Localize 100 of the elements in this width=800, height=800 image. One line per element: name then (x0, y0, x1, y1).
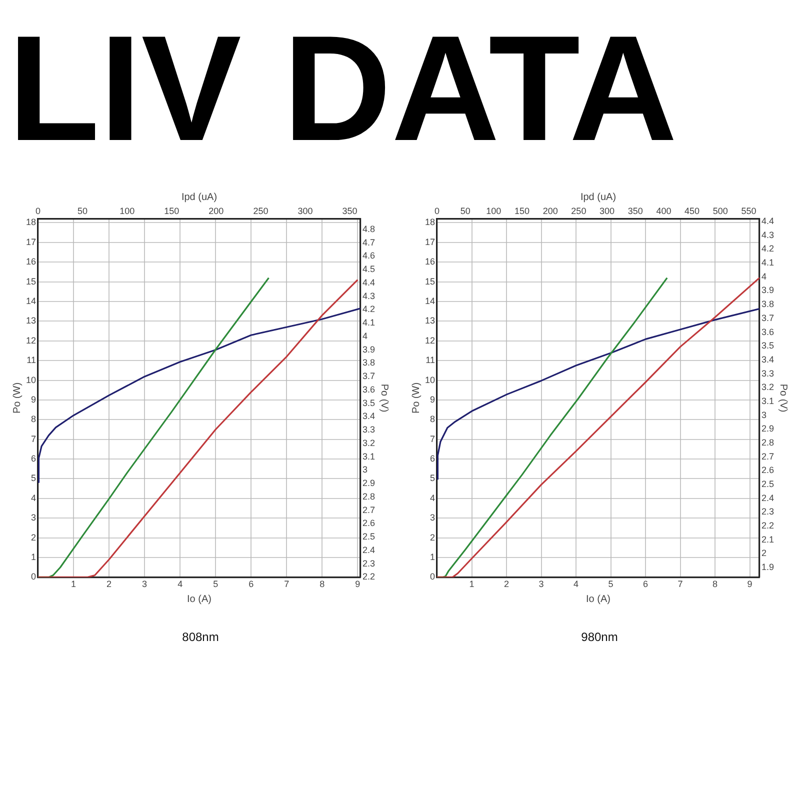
y2-tick-label: 4.1 (362, 318, 376, 328)
y-tick-label: 15 (26, 276, 36, 286)
y2-tick-label: 1.9 (761, 562, 774, 572)
y2-tick-label: 2.5 (761, 478, 774, 489)
y-tick-label: 16 (424, 256, 436, 267)
x-axis-title: Io (A) (187, 594, 212, 605)
y2-tick-label: 3.1 (761, 396, 774, 406)
x-tick-label: 1 (71, 579, 76, 590)
x-tick-label: 2 (504, 579, 510, 590)
y2-tick-label: 4.7 (362, 237, 376, 248)
y-tick-label: 14 (26, 296, 36, 306)
y2-tick-label: 3 (362, 464, 368, 475)
y-tick-label: 7 (430, 434, 436, 444)
x-tick-label: 5 (213, 579, 218, 590)
y-tick-label: 2 (30, 532, 36, 542)
x-tick-label: 4 (574, 579, 579, 590)
y2-tick-label: 2 (761, 548, 767, 558)
y2-tick-label: 3.3 (362, 424, 376, 435)
y2-tick-label: 3 (761, 410, 767, 420)
y-tick-label: 3 (30, 512, 36, 523)
x2-tick-label: 300 (298, 206, 313, 216)
x2-tick-label: 100 (120, 206, 135, 216)
y2-axis-title: Po (V) (378, 384, 390, 412)
x-axis-title: Io (A) (586, 594, 610, 605)
y2-tick-label: 3.7 (362, 371, 376, 382)
x2-tick-label: 200 (208, 206, 224, 216)
y-tick-label: 0 (30, 572, 36, 582)
y2-tick-label: 3.2 (761, 382, 774, 392)
y-tick-label: 13 (26, 316, 36, 326)
y2-tick-label: 3.6 (362, 384, 376, 394)
y2-tick-label: 2.3 (362, 558, 376, 568)
y2-tick-label: 4.4 (761, 216, 774, 226)
y2-tick-label: 4.3 (761, 230, 774, 240)
y2-tick-label: 3.9 (761, 285, 774, 296)
y-tick-label: 9 (30, 394, 36, 404)
y-tick-label: 6 (430, 454, 436, 464)
y2-tick-label: 2.6 (362, 518, 376, 528)
y2-tick-label: 3.7 (761, 312, 774, 323)
y-tick-label: 12 (424, 335, 436, 346)
y-tick-label: 13 (424, 316, 436, 326)
y-tick-label: 8 (430, 414, 436, 424)
y-tick-label: 6 (30, 454, 36, 464)
y2-tick-label: 2.6 (761, 465, 774, 476)
x2-tick-label: 150 (164, 206, 180, 216)
x-tick-label: 6 (643, 579, 648, 590)
x-tick-label: 4 (178, 579, 183, 590)
y2-tick-label: 4.6 (362, 250, 376, 261)
x-tick-label: 9 (747, 579, 752, 590)
y-tick-label: 18 (26, 217, 36, 228)
y2-tick-label: 3.4 (362, 411, 376, 422)
text: 808nm (181, 630, 220, 644)
y2-tick-label: 2.7 (362, 504, 376, 515)
x2-tick-label: 450 (684, 206, 700, 216)
y2-tick-label: 4 (362, 330, 368, 341)
y2-tick-label: 4.1 (761, 258, 774, 268)
y-tick-label: 1 (430, 552, 436, 562)
y2-tick-label: 4.4 (362, 277, 376, 288)
x-tick-label: 3 (538, 579, 544, 590)
x2-tick-label: 200 (542, 206, 558, 216)
y2-tick-label: 2.8 (362, 491, 376, 502)
x2-axis-title: Ipd (uA) (580, 192, 616, 203)
y-axis-title: Po (W) (12, 382, 23, 414)
y2-tick-label: 2.4 (362, 544, 376, 555)
text: LIV DATA (8, 4, 678, 172)
y2-tick-label: 3.5 (362, 398, 376, 408)
x2-tick-label: 250 (253, 206, 268, 216)
y2-tick-label: 2.3 (761, 506, 774, 517)
x-tick-label: 5 (608, 579, 614, 590)
y2-tick-label: 2.9 (362, 478, 376, 488)
y2-tick-label: 2.8 (761, 437, 774, 448)
x-tick-label: 8 (712, 579, 718, 590)
y2-tick-label: 4.5 (362, 264, 376, 274)
x-tick-label: 8 (320, 579, 325, 590)
y-tick-label: 5 (30, 473, 36, 484)
y-tick-label: 5 (430, 473, 436, 484)
y-tick-label: 12 (26, 335, 36, 346)
text: 980nm (580, 630, 619, 644)
y-tick-label: 10 (424, 374, 436, 385)
y2-tick-label: 2.2 (761, 520, 774, 530)
y-tick-label: 15 (424, 276, 436, 286)
x-tick-label: 6 (248, 579, 254, 590)
x-tick-label: 9 (355, 579, 360, 590)
y-tick-label: 10 (26, 374, 36, 385)
y2-tick-label: 2.7 (761, 451, 774, 462)
x2-tick-label: 550 (741, 206, 756, 216)
y-tick-label: 8 (30, 414, 36, 424)
x2-tick-label: 500 (712, 206, 728, 216)
y2-tick-label: 3.5 (761, 340, 774, 351)
y2-tick-label: 2.5 (362, 532, 376, 542)
y2-tick-label: 3.6 (761, 326, 774, 337)
y-tick-label: 4 (430, 492, 436, 503)
y-tick-label: 0 (430, 572, 436, 582)
x2-tick-label: 400 (656, 206, 672, 216)
x-tick-label: 3 (142, 579, 148, 590)
y-axis-title: Po (W) (410, 382, 422, 414)
y2-tick-label: 3.4 (761, 354, 774, 364)
y2-tick-label: 4.8 (362, 224, 376, 234)
x2-axis-title: Ipd (uA) (181, 192, 218, 203)
y2-tick-label: 4.3 (362, 290, 376, 301)
y2-tick-label: 3.1 (362, 451, 376, 462)
